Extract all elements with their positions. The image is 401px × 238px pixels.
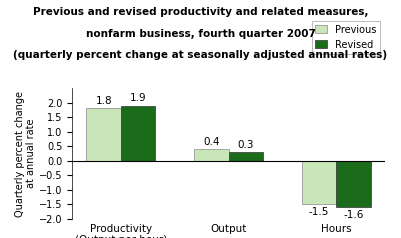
- Bar: [336, 161, 371, 207]
- Text: 0.4: 0.4: [203, 137, 220, 147]
- Text: -1.5: -1.5: [309, 207, 329, 217]
- Text: Previous and revised productivity and related measures,: Previous and revised productivity and re…: [33, 7, 368, 17]
- Text: 1.8: 1.8: [95, 96, 112, 106]
- Bar: [302, 161, 336, 204]
- Y-axis label: Quarterly percent change
at annual rate: Quarterly percent change at annual rate: [14, 90, 36, 217]
- Bar: [229, 152, 263, 161]
- Text: (quarterly percent change at seasonally adjusted annual rates): (quarterly percent change at seasonally …: [14, 50, 387, 60]
- Text: 1.9: 1.9: [130, 94, 146, 104]
- Legend: Previous, Revised: Previous, Revised: [312, 21, 380, 54]
- Text: -1.6: -1.6: [343, 210, 364, 220]
- Text: nonfarm business, fourth quarter 2007: nonfarm business, fourth quarter 2007: [85, 29, 316, 39]
- Bar: [121, 105, 155, 161]
- Bar: [194, 149, 229, 161]
- Text: 0.3: 0.3: [237, 140, 254, 150]
- Bar: [86, 109, 121, 161]
